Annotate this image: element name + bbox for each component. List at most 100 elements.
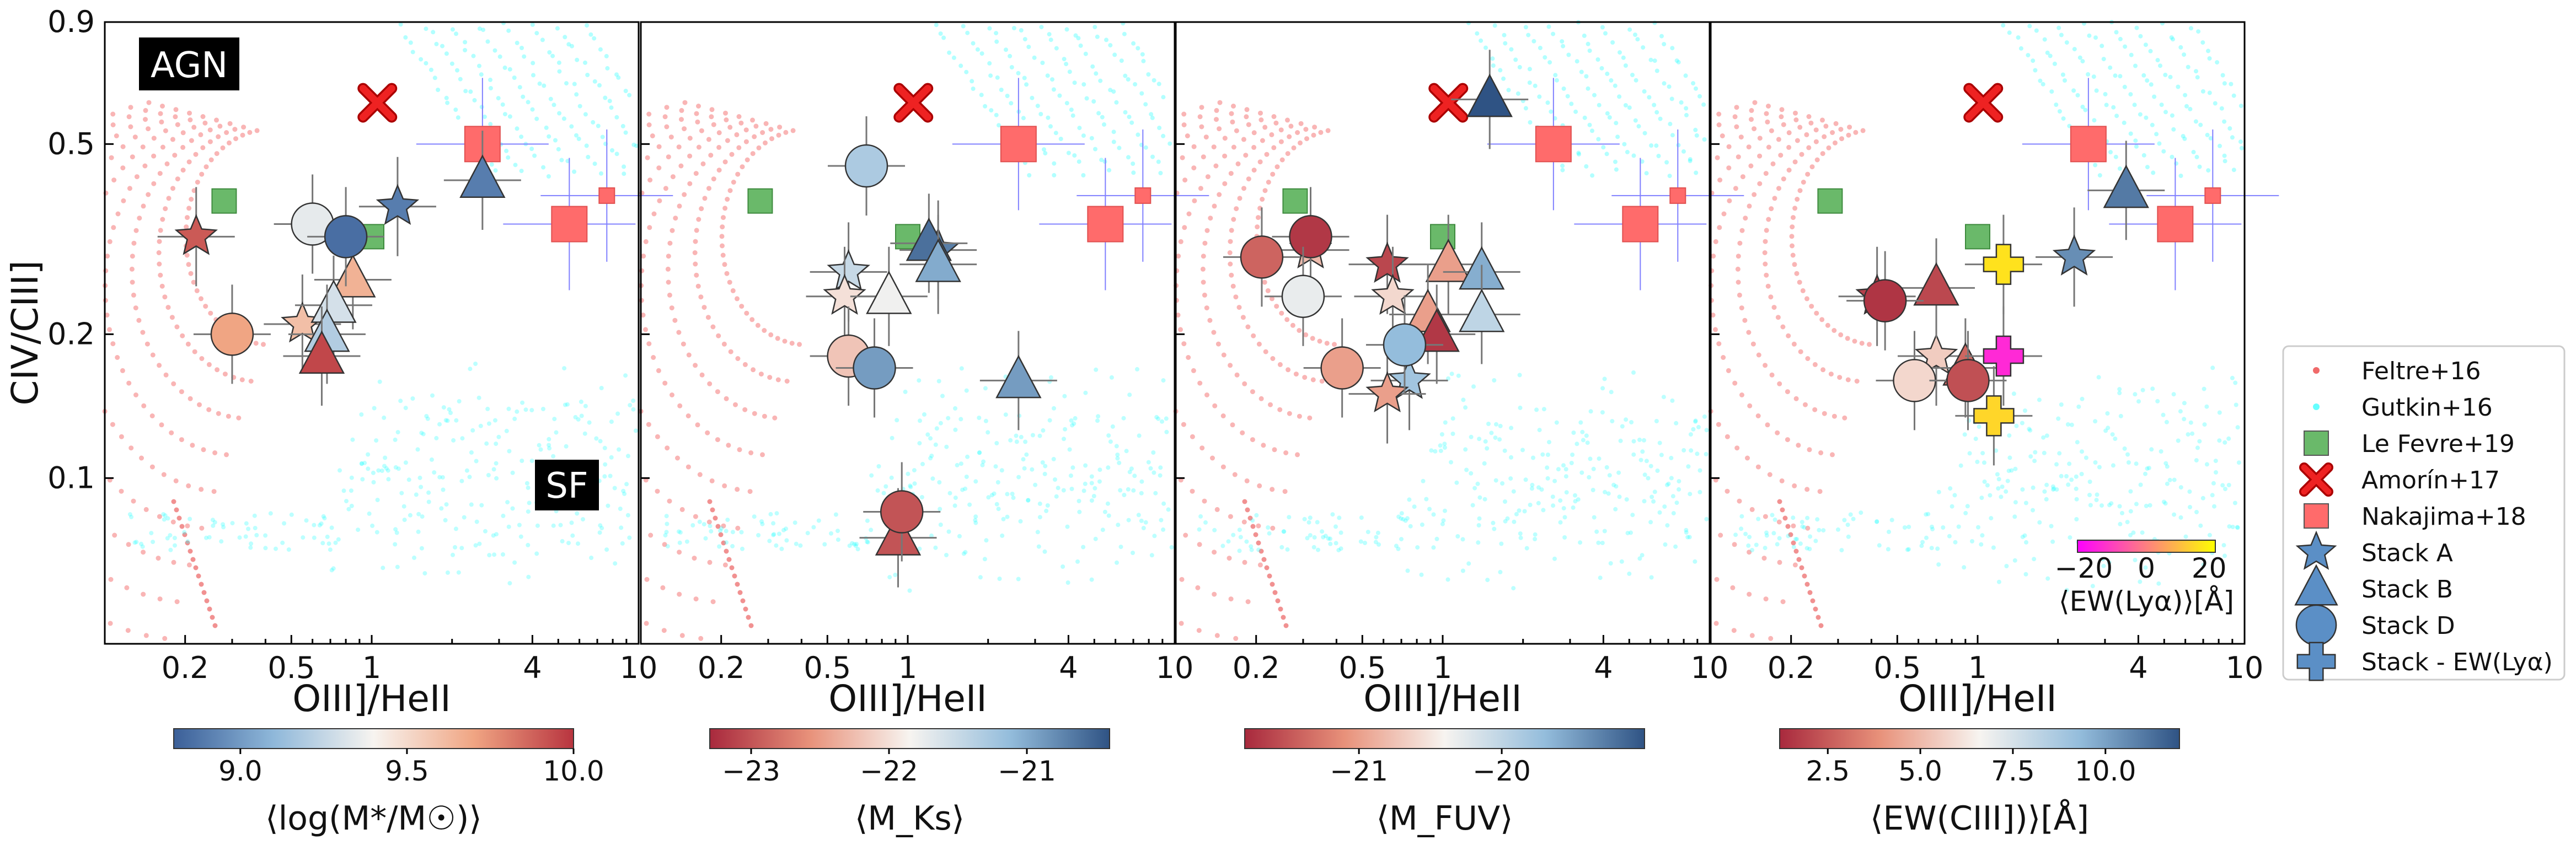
gutkin-model-point [517, 523, 522, 528]
feltre-model-point [184, 224, 189, 230]
feltre-model-point [1229, 272, 1234, 278]
gutkin-model-point [1333, 524, 1338, 529]
feltre-model-point [1801, 180, 1806, 185]
gutkin-model-point [1947, 534, 1952, 539]
gutkin-model-point [2044, 497, 2049, 502]
gutkin-model-point [2197, 164, 2202, 169]
gutkin-model-point [1093, 147, 1097, 152]
gutkin-model-point [907, 588, 912, 593]
colorbar-tick-label: −21 [998, 755, 1056, 787]
gutkin-model-point [1022, 76, 1027, 80]
gutkin-model-point [1038, 112, 1043, 116]
gutkin-model-point [2134, 144, 2139, 149]
feltre-model-point [1739, 305, 1744, 311]
gutkin-model-point [304, 518, 309, 523]
gutkin-model-point [958, 461, 963, 466]
gutkin-model-point [1624, 497, 1629, 502]
feltre-model-point [175, 176, 180, 182]
gutkin-model-point [424, 61, 429, 66]
gutkin-model-point [1648, 57, 1653, 62]
gutkin-model-point [1704, 516, 1709, 521]
gutkin-model-point [811, 525, 816, 530]
feltre-model-point [1807, 590, 1813, 595]
gutkin-model-point [534, 551, 539, 556]
gutkin-model-point [1396, 514, 1401, 519]
feltre-model-point [685, 413, 691, 418]
gutkin-model-point [1126, 487, 1131, 492]
feltre-model-point [1747, 403, 1753, 408]
gutkin-model-point [531, 73, 535, 78]
gutkin-model-point [1471, 384, 1476, 389]
feltre-model-point [1790, 243, 1795, 249]
gutkin-model-point [2042, 37, 2047, 42]
stack-A-point [1365, 371, 1409, 413]
gutkin-model-point [1502, 33, 1507, 37]
gutkin-model-point [2133, 138, 2138, 143]
feltre-model-point [1240, 430, 1245, 435]
gutkin-model-point [1985, 483, 1990, 488]
gutkin-model-point [322, 516, 327, 521]
gutkin-model-point [1044, 508, 1049, 513]
gutkin-model-point [1584, 164, 1589, 169]
gutkin-model-point [1906, 547, 1911, 552]
feltre-model-point [1181, 422, 1186, 427]
gutkin-model-point [1077, 499, 1081, 503]
gutkin-model-point [559, 158, 564, 163]
feltre-model-point [188, 548, 193, 554]
gutkin-model-point [975, 47, 980, 52]
gutkin-model-point [1083, 51, 1088, 56]
gutkin-model-point [2182, 136, 2187, 141]
gutkin-model-point [2077, 55, 2082, 60]
feltre-model-point [1799, 152, 1804, 157]
gutkin-model-point [526, 509, 531, 514]
gutkin-model-point [244, 521, 249, 526]
feltre-model-point [1288, 123, 1294, 129]
gutkin-model-point [487, 553, 492, 558]
gutkin-model-point [953, 406, 957, 411]
feltre-model-point [159, 422, 164, 428]
gutkin-model-point [1650, 494, 1654, 499]
gutkin-model-point [1161, 95, 1166, 100]
feltre-model-point [1738, 134, 1744, 140]
gutkin-model-point [2161, 499, 2166, 504]
feltre-model-point [171, 381, 176, 386]
gutkin-model-point [1052, 406, 1056, 411]
feltre-model-point [188, 271, 194, 276]
feltre-model-point [227, 121, 233, 126]
gutkin-model-point [1122, 31, 1127, 36]
feltre-model-point [744, 310, 749, 316]
gutkin-model-point [1469, 471, 1474, 476]
feltre-model-point [1293, 372, 1299, 377]
legend-box [2282, 345, 2566, 681]
gutkin-model-point [1166, 507, 1171, 512]
gutkin-model-point [1702, 137, 1707, 142]
feltre-model-point [1796, 557, 1802, 562]
feltre-model-point [641, 254, 646, 259]
gutkin-model-point [993, 464, 998, 469]
feltre-model-point [212, 623, 218, 628]
gutkin-model-point [2128, 92, 2133, 97]
feltre-model-point [133, 392, 138, 397]
gutkin-model-point [1842, 518, 1847, 523]
feltre-model-point [1303, 332, 1309, 337]
feltre-model-point [721, 523, 726, 529]
gutkin-model-point [980, 462, 985, 467]
feltre-model-point [650, 133, 655, 138]
gutkin-model-point [912, 481, 917, 486]
gutkin-model-point [2117, 166, 2122, 171]
gutkin-model-point [1657, 510, 1662, 515]
gutkin-model-point [463, 40, 468, 45]
gutkin-model-point [1979, 496, 1984, 500]
gutkin-model-point [1302, 516, 1307, 521]
gutkin-model-point [576, 417, 581, 422]
gutkin-model-point [1623, 63, 1628, 68]
feltre-model-point [724, 271, 730, 276]
gutkin-model-point [381, 566, 385, 570]
gutkin-model-point [2226, 483, 2231, 487]
gutkin-model-point [1697, 94, 1702, 99]
feltre-model-point [151, 181, 157, 186]
gutkin-model-point [1619, 559, 1624, 564]
gutkin-model-point [1520, 448, 1525, 453]
gutkin-model-point [2100, 44, 2104, 49]
gutkin-model-point [2229, 82, 2234, 87]
